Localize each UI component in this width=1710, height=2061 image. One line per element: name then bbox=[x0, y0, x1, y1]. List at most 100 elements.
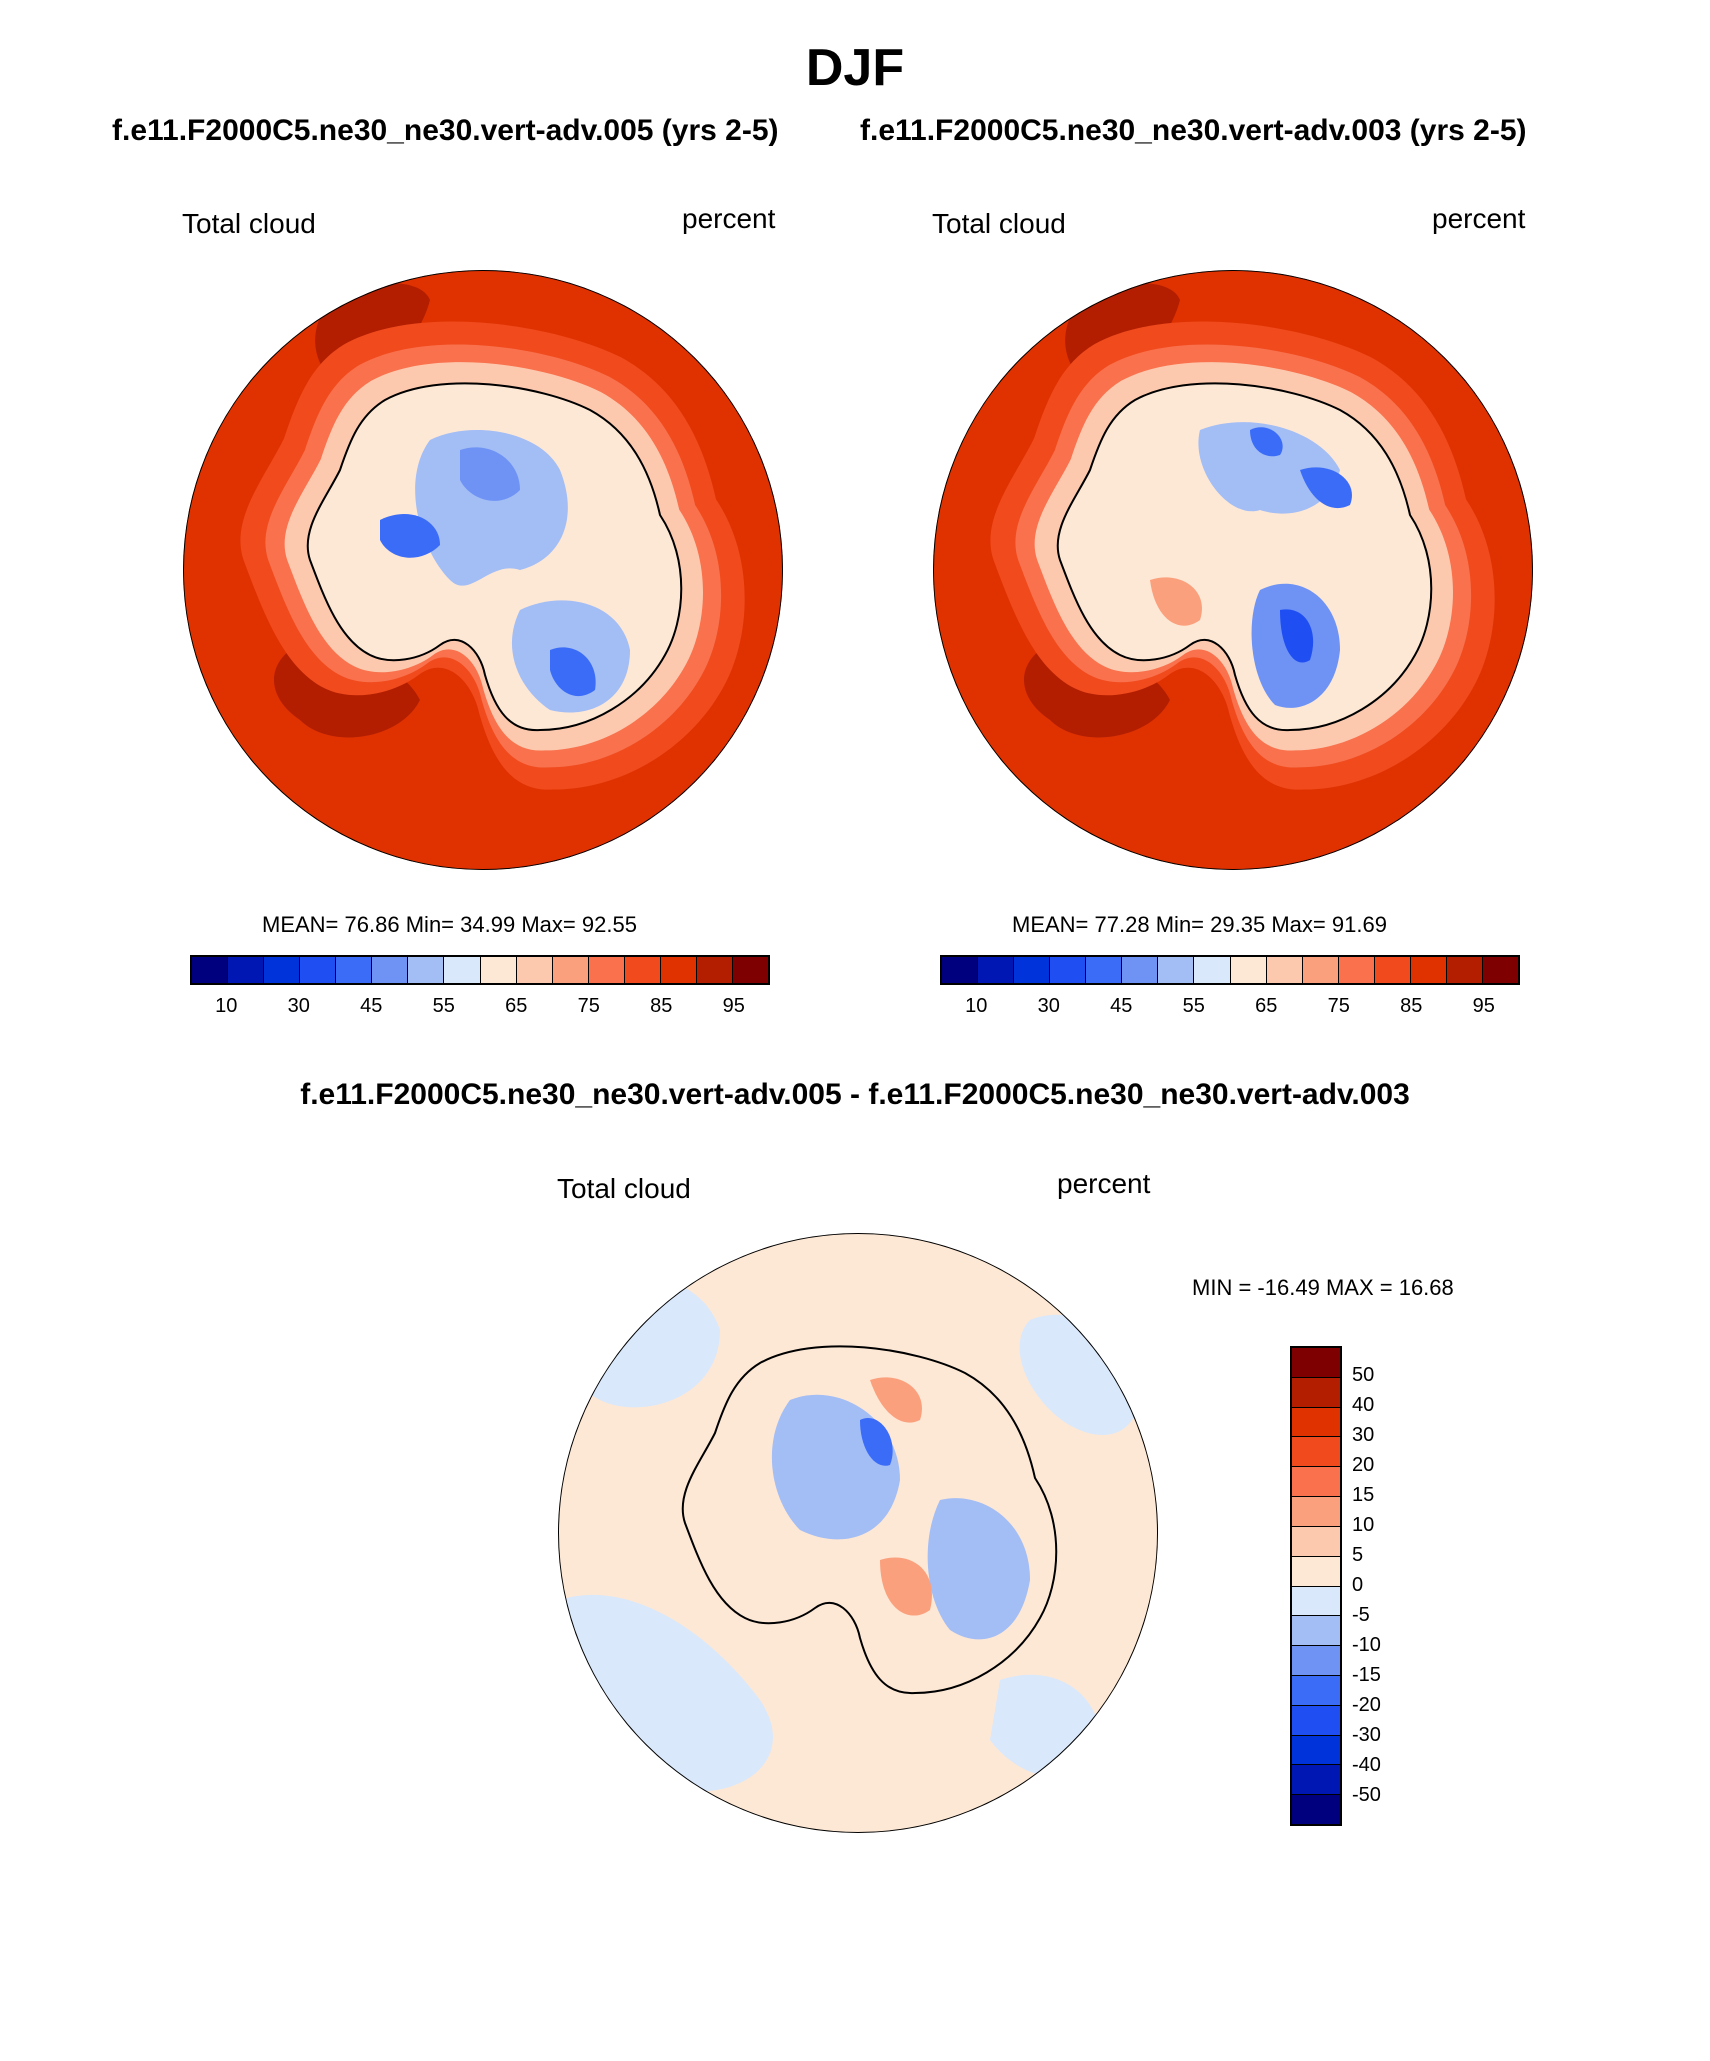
colorbar-swatch bbox=[1292, 1795, 1340, 1824]
left-case-title: f.e11.F2000C5.ne30_ne30.vert-adv.005 (yr… bbox=[112, 114, 779, 147]
colorbar-tick-label: 55 bbox=[432, 995, 455, 1017]
colorbar-swatch bbox=[978, 957, 1015, 983]
colorbar-tick-label: 5 bbox=[1352, 1544, 1364, 1566]
right-variable-label: Total cloud bbox=[932, 208, 1066, 239]
diff-title: f.e11.F2000C5.ne30_ne30.vert-adv.005 - f… bbox=[300, 1078, 1410, 1111]
colorbar-tick-label: 0 bbox=[1352, 1574, 1364, 1596]
diff-variable-label: Total cloud bbox=[557, 1173, 691, 1204]
colorbar-swatch bbox=[696, 957, 733, 983]
colorbar-tick-label: -10 bbox=[1352, 1634, 1381, 1656]
right-map bbox=[933, 270, 1533, 870]
colorbar-swatch bbox=[1230, 957, 1267, 983]
colorbar-tick-label: 75 bbox=[577, 995, 600, 1017]
left-min-value: 34.99 bbox=[460, 912, 516, 937]
colorbar-swatch bbox=[942, 957, 979, 983]
right-max-label: Max= bbox=[1271, 912, 1326, 937]
colorbar-swatch bbox=[552, 957, 589, 983]
right-colorbar bbox=[940, 955, 1520, 985]
right-mean-value: 77.28 bbox=[1094, 912, 1150, 937]
colorbar-swatch bbox=[1292, 1735, 1340, 1766]
colorbar-tick-label: 30 bbox=[287, 995, 310, 1017]
colorbar-swatch bbox=[1122, 957, 1159, 983]
colorbar-swatch bbox=[1086, 957, 1123, 983]
diff-max-label: MAX = bbox=[1325, 1275, 1393, 1300]
colorbar-swatch bbox=[264, 957, 301, 983]
colorbar-swatch bbox=[1292, 1616, 1340, 1647]
colorbar-tick-label: 45 bbox=[360, 995, 383, 1017]
colorbar-tick-label: 15 bbox=[1352, 1484, 1375, 1506]
colorbar-tick-label: 20 bbox=[1352, 1454, 1375, 1476]
colorbar-swatch bbox=[408, 957, 445, 983]
right-max-value: 91.69 bbox=[1331, 912, 1387, 937]
diff-max-value: 16.68 bbox=[1398, 1275, 1454, 1300]
colorbar-swatch bbox=[1292, 1705, 1340, 1736]
colorbar-swatch bbox=[480, 957, 517, 983]
colorbar-tick-label: 85 bbox=[650, 995, 673, 1017]
diff-colorbar bbox=[1290, 1346, 1342, 1826]
left-max-label: Max= bbox=[521, 912, 576, 937]
colorbar-tick-label: -50 bbox=[1352, 1784, 1381, 1806]
right-min-value: 29.35 bbox=[1210, 912, 1266, 937]
colorbar-swatch bbox=[660, 957, 697, 983]
right-units-label: percent bbox=[1432, 203, 1526, 234]
colorbar-swatch bbox=[336, 957, 373, 983]
colorbar-tick-label: 95 bbox=[722, 995, 745, 1017]
colorbar-swatch bbox=[1292, 1348, 1340, 1378]
colorbar-swatch bbox=[1292, 1526, 1340, 1557]
diff-min-label: MIN = bbox=[1192, 1275, 1252, 1300]
colorbar-swatch bbox=[1292, 1437, 1340, 1468]
left-units-label: percent bbox=[682, 203, 776, 234]
colorbar-tick-label: 10 bbox=[1352, 1514, 1375, 1536]
colorbar-tick-label: 85 bbox=[1400, 995, 1423, 1017]
colorbar-tick-label: -30 bbox=[1352, 1724, 1381, 1746]
left-mean-value: 76.86 bbox=[344, 912, 400, 937]
colorbar-tick-label: -5 bbox=[1352, 1604, 1370, 1626]
colorbar-swatch bbox=[1194, 957, 1231, 983]
right-stats: MEAN= 77.28 Min= 29.35 Max= 91.69 bbox=[1012, 912, 1387, 938]
colorbar-swatch bbox=[1292, 1765, 1340, 1796]
colorbar-swatch bbox=[1292, 1497, 1340, 1527]
diff-units-label: percent bbox=[1057, 1168, 1151, 1199]
colorbar-swatch bbox=[1292, 1407, 1340, 1438]
left-mean-label: MEAN= bbox=[262, 912, 339, 937]
colorbar-tick-label: 75 bbox=[1327, 995, 1350, 1017]
colorbar-swatch bbox=[588, 957, 625, 983]
colorbar-tick-label: 65 bbox=[505, 995, 528, 1017]
colorbar-swatch bbox=[1292, 1675, 1340, 1706]
colorbar-tick-label: 55 bbox=[1182, 995, 1205, 1017]
colorbar-swatch bbox=[1374, 957, 1411, 983]
left-min-label: Min= bbox=[405, 912, 455, 937]
colorbar-tick-label: 30 bbox=[1352, 1424, 1375, 1446]
colorbar-swatch bbox=[1050, 957, 1087, 983]
left-map bbox=[183, 270, 783, 870]
colorbar-swatch bbox=[516, 957, 553, 983]
colorbar-tick-label: 65 bbox=[1255, 995, 1278, 1017]
colorbar-swatch bbox=[372, 957, 409, 983]
colorbar-swatch bbox=[1014, 957, 1051, 983]
colorbar-tick-label: -20 bbox=[1352, 1694, 1381, 1716]
colorbar-tick-label: 45 bbox=[1110, 995, 1133, 1017]
colorbar-swatch bbox=[1266, 957, 1303, 983]
left-stats: MEAN= 76.86 Min= 34.99 Max= 92.55 bbox=[262, 912, 637, 938]
colorbar-swatch bbox=[1292, 1467, 1340, 1498]
left-max-value: 92.55 bbox=[581, 912, 637, 937]
diff-min-value: -16.49 bbox=[1257, 1275, 1320, 1300]
page-title: DJF bbox=[805, 39, 905, 97]
colorbar-swatch bbox=[444, 957, 481, 983]
colorbar-swatch bbox=[1292, 1556, 1340, 1587]
right-case-title: f.e11.F2000C5.ne30_ne30.vert-adv.003 (yr… bbox=[860, 114, 1527, 147]
colorbar-swatch bbox=[1446, 957, 1483, 983]
colorbar-tick-label: 40 bbox=[1352, 1394, 1375, 1416]
colorbar-tick-label: 10 bbox=[965, 995, 988, 1017]
diff-stats: MIN = -16.49 MAX = 16.68 bbox=[1192, 1275, 1454, 1301]
right-mean-label: MEAN= bbox=[1012, 912, 1089, 937]
left-variable-label: Total cloud bbox=[182, 208, 316, 239]
colorbar-tick-label: -15 bbox=[1352, 1664, 1381, 1686]
colorbar-swatch bbox=[1292, 1646, 1340, 1676]
colorbar-tick-label: 10 bbox=[215, 995, 238, 1017]
colorbar-swatch bbox=[192, 957, 229, 983]
colorbar-swatch bbox=[624, 957, 661, 983]
colorbar-tick-label: 50 bbox=[1352, 1364, 1375, 1386]
colorbar-tick-label: 30 bbox=[1037, 995, 1060, 1017]
